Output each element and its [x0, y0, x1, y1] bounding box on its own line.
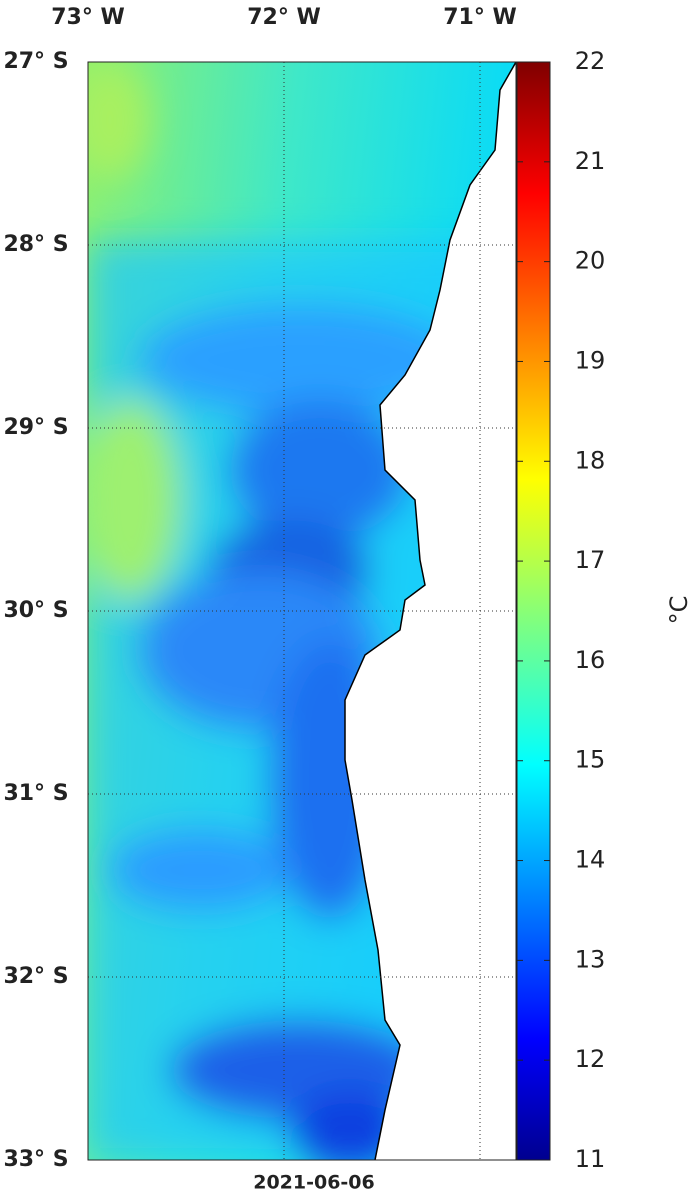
- colorbar-tick-label: 11: [575, 1145, 606, 1173]
- colorbar-tick-label: 14: [575, 846, 606, 874]
- lat-label: 33° S: [3, 1147, 68, 1172]
- lon-label: 73° W: [51, 5, 125, 30]
- colorbar-tick-label: 16: [575, 646, 606, 674]
- colorbar-tick-label: 19: [575, 346, 606, 374]
- colorbar-tick-label: 17: [575, 546, 606, 574]
- coastline: [344, 61, 517, 1161]
- lon-label: 71° W: [443, 5, 517, 30]
- colorbar-tick-label: 21: [575, 147, 606, 175]
- lat-label: 27° S: [3, 49, 68, 74]
- colorbar-tick-label: 15: [575, 746, 606, 774]
- colorbar-tick-label: 18: [575, 446, 606, 474]
- date-label: 2021-06-06: [253, 1172, 375, 1193]
- colorbar-tick-label: 22: [575, 47, 606, 75]
- lat-label: 31° S: [3, 781, 68, 806]
- sst-field: [88, 62, 516, 1160]
- lat-label: 32° S: [3, 964, 68, 989]
- lat-label: 28° S: [3, 232, 68, 257]
- colorbar-tick-label: 20: [575, 247, 606, 275]
- colorbar: [516, 61, 551, 1161]
- lat-label: 30° S: [3, 598, 68, 623]
- colorbar-tick-label: 13: [575, 945, 606, 973]
- colorbar-tick-label: 12: [575, 1045, 606, 1073]
- lat-label: 29° S: [3, 415, 68, 440]
- colorbar-label: °C: [665, 596, 693, 625]
- lon-label: 72° W: [247, 5, 321, 30]
